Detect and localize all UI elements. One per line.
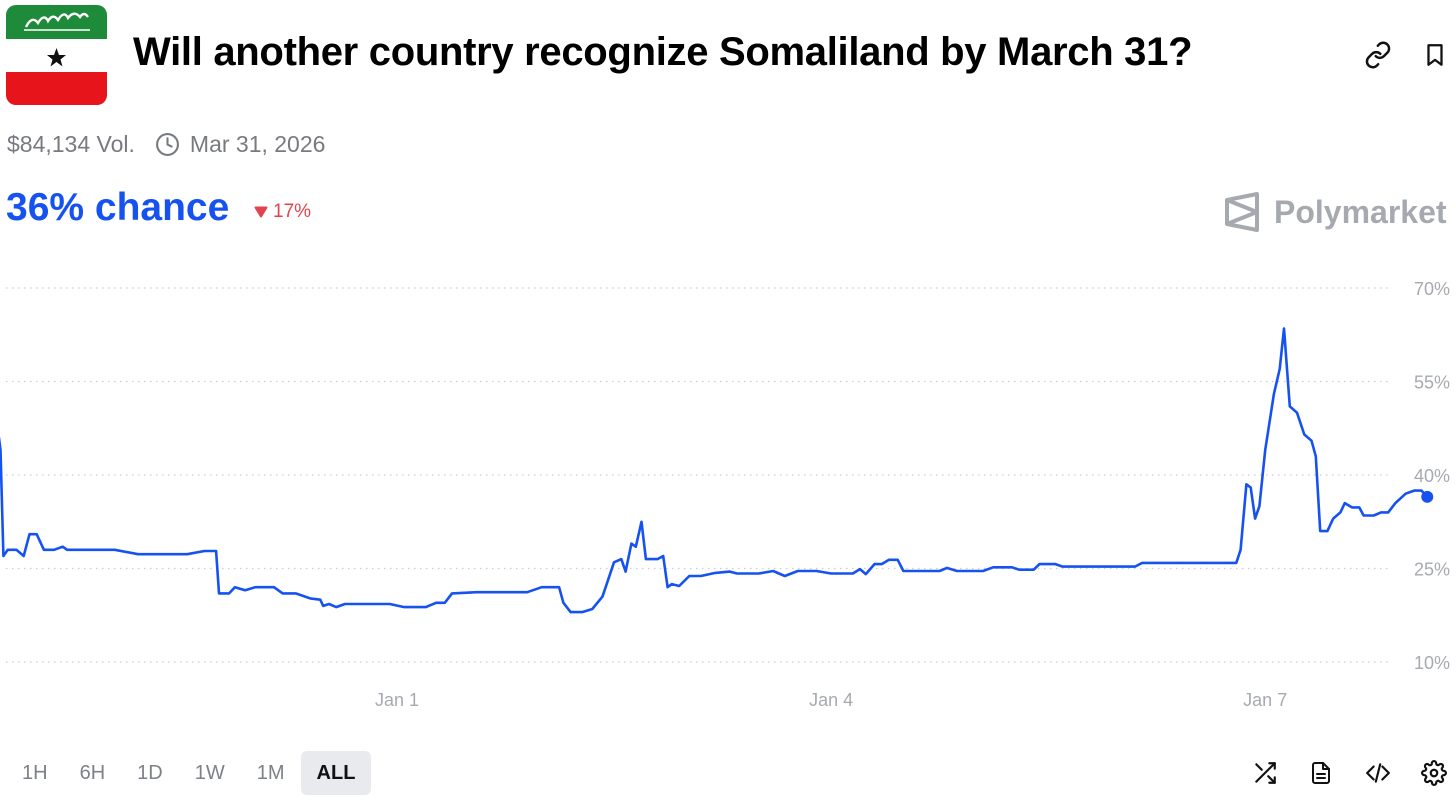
shuffle-icon [1255,762,1276,784]
x-tick-label: Jan 4 [809,690,853,710]
chance-value: 36% chance [6,186,230,229]
volume-text: $84,134 Vol. [7,131,135,157]
range-all[interactable]: ALL [300,751,372,795]
clock-icon [155,132,180,157]
change-badge: 17% [254,201,311,223]
y-tick-label: 40% [1414,466,1450,486]
price-chart[interactable]: 10% 25% 40% 55% 70% Jan 1 Jan 4 Jan 7 [0,250,1456,730]
range-1h[interactable]: 1H [22,761,48,784]
settings-button[interactable] [1417,756,1451,790]
bookmark-icon [1427,44,1443,66]
down-triangle-icon [254,206,268,218]
y-tick-label: 55% [1414,373,1450,393]
range-6h[interactable]: 6H [79,761,106,784]
range-1w[interactable]: 1W [194,761,225,784]
code-icon [1366,763,1390,783]
rules-button[interactable] [1304,756,1338,790]
shuffle-button[interactable] [1248,756,1282,790]
polymarket-logo-icon [1225,192,1259,232]
x-tick-label: Jan 1 [375,690,419,710]
time-range-selector: 1H 6H 1D 1W 1M ALL [6,751,372,795]
current-point-marker [1421,490,1434,503]
somaliland-flag-icon [6,5,107,105]
document-icon [1312,762,1330,784]
embed-button[interactable] [1361,756,1395,790]
link-icon [1365,41,1391,69]
probability-line [0,327,1429,614]
polymarket-logo: Polymarket [1224,192,1447,232]
y-tick-label: 70% [1414,279,1450,299]
y-tick-label: 25% [1414,560,1450,580]
bookmark-button[interactable] [1418,38,1452,72]
range-1d[interactable]: 1D [137,761,163,784]
end-date-text: Mar 31, 2026 [189,131,326,157]
gear-icon [1421,760,1447,786]
page-title: Will another country recognize Somalilan… [133,30,1193,74]
market-meta: $84,134 Vol. Mar 31, 2026 [7,131,325,158]
copy-link-button[interactable] [1361,38,1395,72]
change-value: 17% [273,201,312,222]
x-tick-label: Jan 7 [1243,690,1287,710]
y-tick-label: 10% [1414,653,1450,673]
range-1m[interactable]: 1M [256,761,285,784]
brand-name: Polymarket [1274,193,1447,230]
